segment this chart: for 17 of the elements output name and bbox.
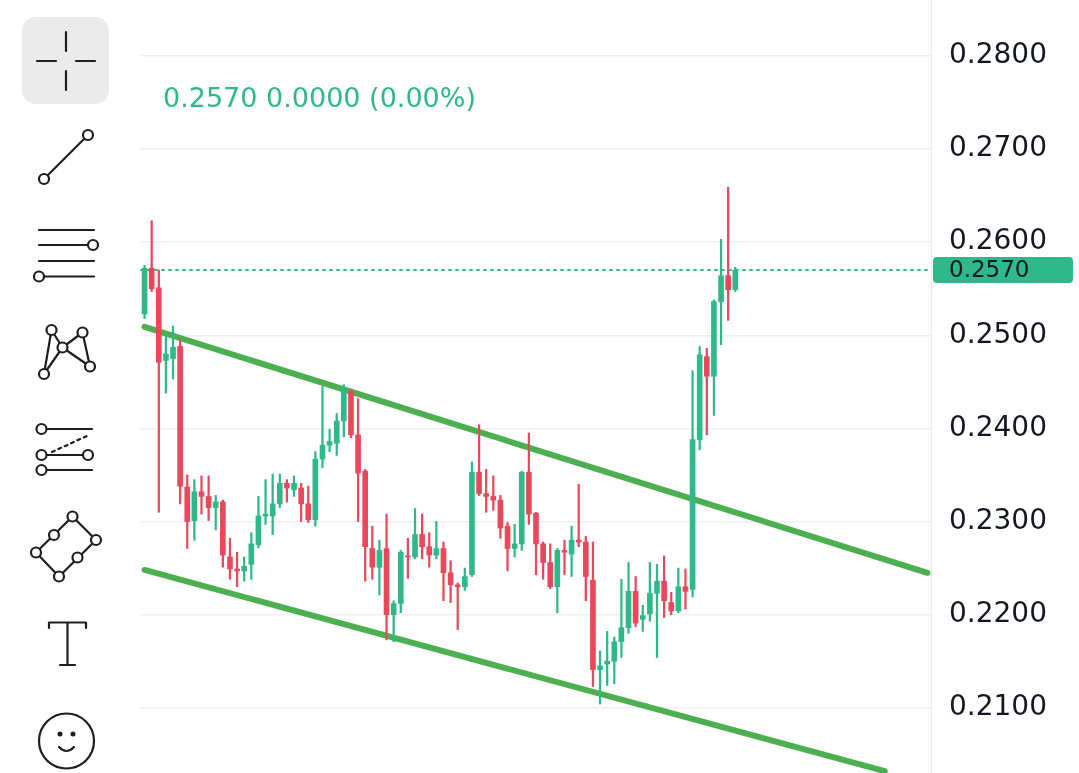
candlestick	[205, 475, 212, 521]
y-tick-label: 0.2400	[949, 409, 1047, 443]
candlestick	[682, 568, 689, 610]
y-tick-label: 0.2100	[949, 689, 1047, 723]
y-tick-label: 0.2200	[949, 595, 1047, 629]
y-tick-label: 0.2500	[949, 316, 1047, 350]
candlestick	[561, 539, 568, 575]
y-tick-label: 0.2700	[949, 130, 1047, 164]
text: 0.2570 0.0000 (0.00%)	[163, 82, 476, 114]
y-tick-label: 0.2800	[949, 37, 1047, 71]
candlestick	[618, 578, 625, 658]
candlestick	[326, 429, 333, 453]
ref-line-label: 0.2570	[949, 256, 1030, 283]
candlestick	[198, 475, 205, 515]
y-tick-label: 0.2600	[949, 223, 1047, 257]
candlestick	[447, 560, 454, 603]
y-tick-label: 0.2300	[949, 502, 1047, 536]
